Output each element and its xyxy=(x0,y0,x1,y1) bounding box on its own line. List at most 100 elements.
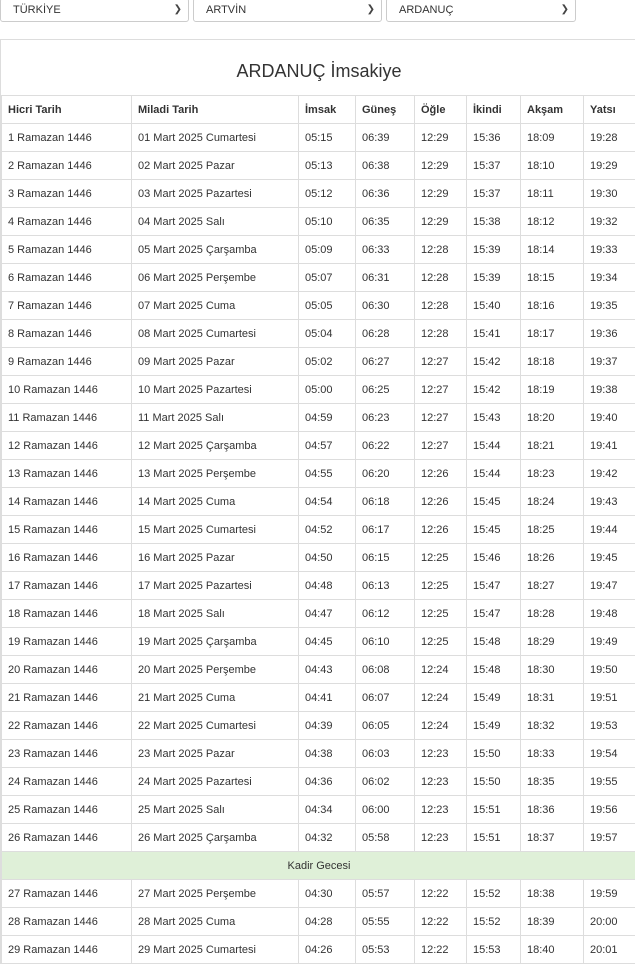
cell-ogle: 12:29 xyxy=(415,152,467,180)
cell-yatsi: 19:48 xyxy=(584,600,635,628)
cell-aksam: 18:17 xyxy=(521,320,584,348)
cell-yatsi: 20:00 xyxy=(584,908,635,936)
cell-miladi: 26 Mart 2025 Çarşamba xyxy=(132,824,299,852)
cell-miladi: 12 Mart 2025 Çarşamba xyxy=(132,432,299,460)
cell-miladi: 21 Mart 2025 Cuma xyxy=(132,684,299,712)
country-select[interactable]: TÜRKİYE❯ xyxy=(0,0,189,22)
cell-ogle: 12:27 xyxy=(415,432,467,460)
cell-imsak: 04:47 xyxy=(299,600,356,628)
cell-ikindi: 15:50 xyxy=(467,768,521,796)
cell-hicri: 4 Ramazan 1446 xyxy=(2,208,132,236)
cell-aksam: 18:18 xyxy=(521,348,584,376)
cell-aksam: 18:30 xyxy=(521,656,584,684)
cell-hicri: 3 Ramazan 1446 xyxy=(2,180,132,208)
cell-gunes: 06:38 xyxy=(356,152,415,180)
cell-hicri: 23 Ramazan 1446 xyxy=(2,740,132,768)
cell-aksam: 18:15 xyxy=(521,264,584,292)
cell-miladi: 17 Mart 2025 Pazartesi xyxy=(132,572,299,600)
cell-imsak: 04:41 xyxy=(299,684,356,712)
cell-gunes: 06:03 xyxy=(356,740,415,768)
cell-gunes: 06:28 xyxy=(356,320,415,348)
cell-gunes: 06:08 xyxy=(356,656,415,684)
cell-hicri: 1 Ramazan 1446 xyxy=(2,124,132,152)
district-select[interactable]: ARDANUÇ❯ xyxy=(386,0,576,22)
cell-yatsi: 19:54 xyxy=(584,740,635,768)
cell-ogle: 12:25 xyxy=(415,600,467,628)
cell-miladi: 23 Mart 2025 Pazar xyxy=(132,740,299,768)
cell-imsak: 05:00 xyxy=(299,376,356,404)
cell-imsak: 04:32 xyxy=(299,824,356,852)
cell-hicri: 20 Ramazan 1446 xyxy=(2,656,132,684)
cell-imsak: 05:12 xyxy=(299,180,356,208)
cell-gunes: 06:39 xyxy=(356,124,415,152)
cell-yatsi: 19:51 xyxy=(584,684,635,712)
cell-aksam: 18:11 xyxy=(521,180,584,208)
cell-ogle: 12:26 xyxy=(415,488,467,516)
kadir-gecesi-label: Kadir Gecesi xyxy=(2,852,635,880)
cell-hicri: 2 Ramazan 1446 xyxy=(2,152,132,180)
cell-hicri: 6 Ramazan 1446 xyxy=(2,264,132,292)
cell-imsak: 04:48 xyxy=(299,572,356,600)
cell-miladi: 09 Mart 2025 Pazar xyxy=(132,348,299,376)
header-miladi: Miladi Tarih xyxy=(132,96,299,124)
cell-yatsi: 19:57 xyxy=(584,824,635,852)
cell-imsak: 05:15 xyxy=(299,124,356,152)
cell-gunes: 06:22 xyxy=(356,432,415,460)
cell-gunes: 06:02 xyxy=(356,768,415,796)
cell-gunes: 06:10 xyxy=(356,628,415,656)
cell-miladi: 27 Mart 2025 Perşembe xyxy=(132,880,299,908)
chevron-down-icon: ❯ xyxy=(367,0,375,21)
city-select[interactable]: ARTVİN❯ xyxy=(193,0,382,22)
cell-hicri: 12 Ramazan 1446 xyxy=(2,432,132,460)
cell-imsak: 04:34 xyxy=(299,796,356,824)
cell-imsak: 04:26 xyxy=(299,936,356,964)
cell-ogle: 12:28 xyxy=(415,236,467,264)
cell-ogle: 12:23 xyxy=(415,824,467,852)
cell-ikindi: 15:44 xyxy=(467,460,521,488)
cell-miladi: 20 Mart 2025 Perşembe xyxy=(132,656,299,684)
cell-ikindi: 15:52 xyxy=(467,908,521,936)
cell-gunes: 06:17 xyxy=(356,516,415,544)
cell-ikindi: 15:42 xyxy=(467,348,521,376)
cell-aksam: 18:10 xyxy=(521,152,584,180)
cell-hicri: 17 Ramazan 1446 xyxy=(2,572,132,600)
cell-ikindi: 15:36 xyxy=(467,124,521,152)
cell-ikindi: 15:37 xyxy=(467,180,521,208)
cell-miladi: 07 Mart 2025 Cuma xyxy=(132,292,299,320)
cell-hicri: 19 Ramazan 1446 xyxy=(2,628,132,656)
cell-ogle: 12:28 xyxy=(415,320,467,348)
cell-gunes: 06:30 xyxy=(356,292,415,320)
cell-gunes: 05:58 xyxy=(356,824,415,852)
header-imsak: İmsak xyxy=(299,96,356,124)
cell-ogle: 12:27 xyxy=(415,404,467,432)
cell-yatsi: 19:34 xyxy=(584,264,635,292)
cell-ikindi: 15:48 xyxy=(467,656,521,684)
cell-miladi: 05 Mart 2025 Çarşamba xyxy=(132,236,299,264)
cell-hicri: 5 Ramazan 1446 xyxy=(2,236,132,264)
cell-gunes: 06:12 xyxy=(356,600,415,628)
cell-imsak: 04:45 xyxy=(299,628,356,656)
cell-ikindi: 15:43 xyxy=(467,404,521,432)
cell-aksam: 18:29 xyxy=(521,628,584,656)
cell-hicri: 7 Ramazan 1446 xyxy=(2,292,132,320)
cell-ikindi: 15:47 xyxy=(467,572,521,600)
country-value: TÜRKİYE xyxy=(13,4,61,16)
cell-ikindi: 15:37 xyxy=(467,152,521,180)
cell-hicri: 29 Ramazan 1446 xyxy=(2,936,132,964)
cell-hicri: 16 Ramazan 1446 xyxy=(2,544,132,572)
cell-ikindi: 15:42 xyxy=(467,376,521,404)
cell-gunes: 06:33 xyxy=(356,236,415,264)
cell-hicri: 9 Ramazan 1446 xyxy=(2,348,132,376)
cell-aksam: 18:33 xyxy=(521,740,584,768)
